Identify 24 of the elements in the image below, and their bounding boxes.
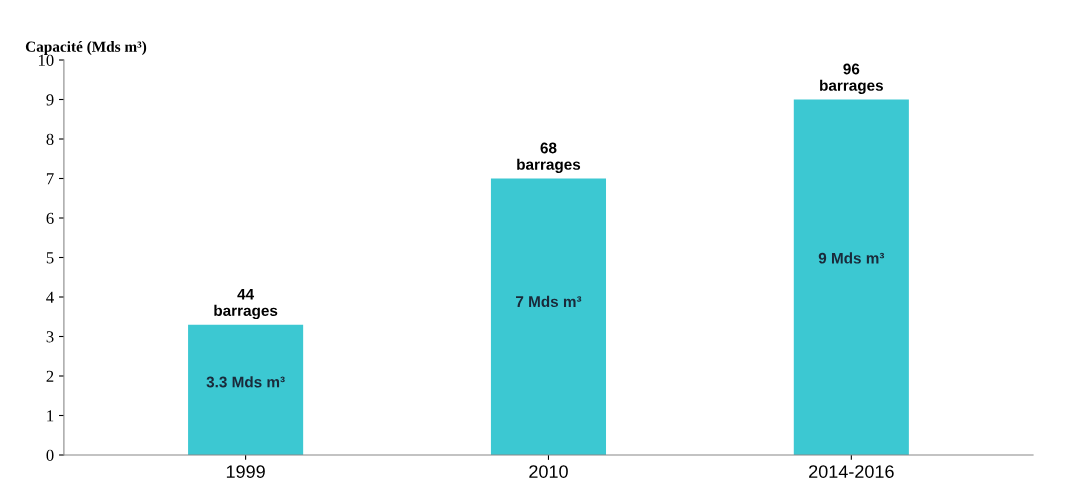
data-label: 7 Mds m³	[516, 295, 582, 308]
data-label: 3.3 Mds m³	[206, 376, 285, 388]
y-tick-label: 5	[46, 252, 54, 264]
y-tick-label: 1	[47, 410, 54, 422]
bar	[793, 99, 909, 455]
y-tick-label: 0	[46, 449, 54, 461]
x-tick-label: 2014-2016	[809, 465, 894, 478]
y-tick-label: 6	[46, 212, 54, 224]
y-tick-label: 7	[46, 173, 54, 185]
annotation: 96 barrages	[820, 63, 883, 94]
annotation: 68 barrages	[517, 142, 581, 173]
y-axis-title: Capacité (Mds m³)	[25, 41, 147, 55]
y-tick-label: 9	[46, 94, 54, 106]
data-label: 9 Mds m³	[818, 252, 885, 264]
bar	[188, 324, 304, 455]
x-tick-label: 2010	[529, 465, 568, 478]
y-tick-label: 8	[46, 133, 54, 145]
y-tick-label: 2	[46, 370, 54, 382]
x-tick-label: 1999	[226, 465, 265, 478]
annotation: 44 barrages	[214, 288, 278, 320]
y-tick-label: 4	[46, 291, 54, 303]
bar	[490, 178, 607, 455]
y-tick-label: 10	[38, 54, 54, 66]
y-tick-label: 3	[46, 331, 54, 343]
